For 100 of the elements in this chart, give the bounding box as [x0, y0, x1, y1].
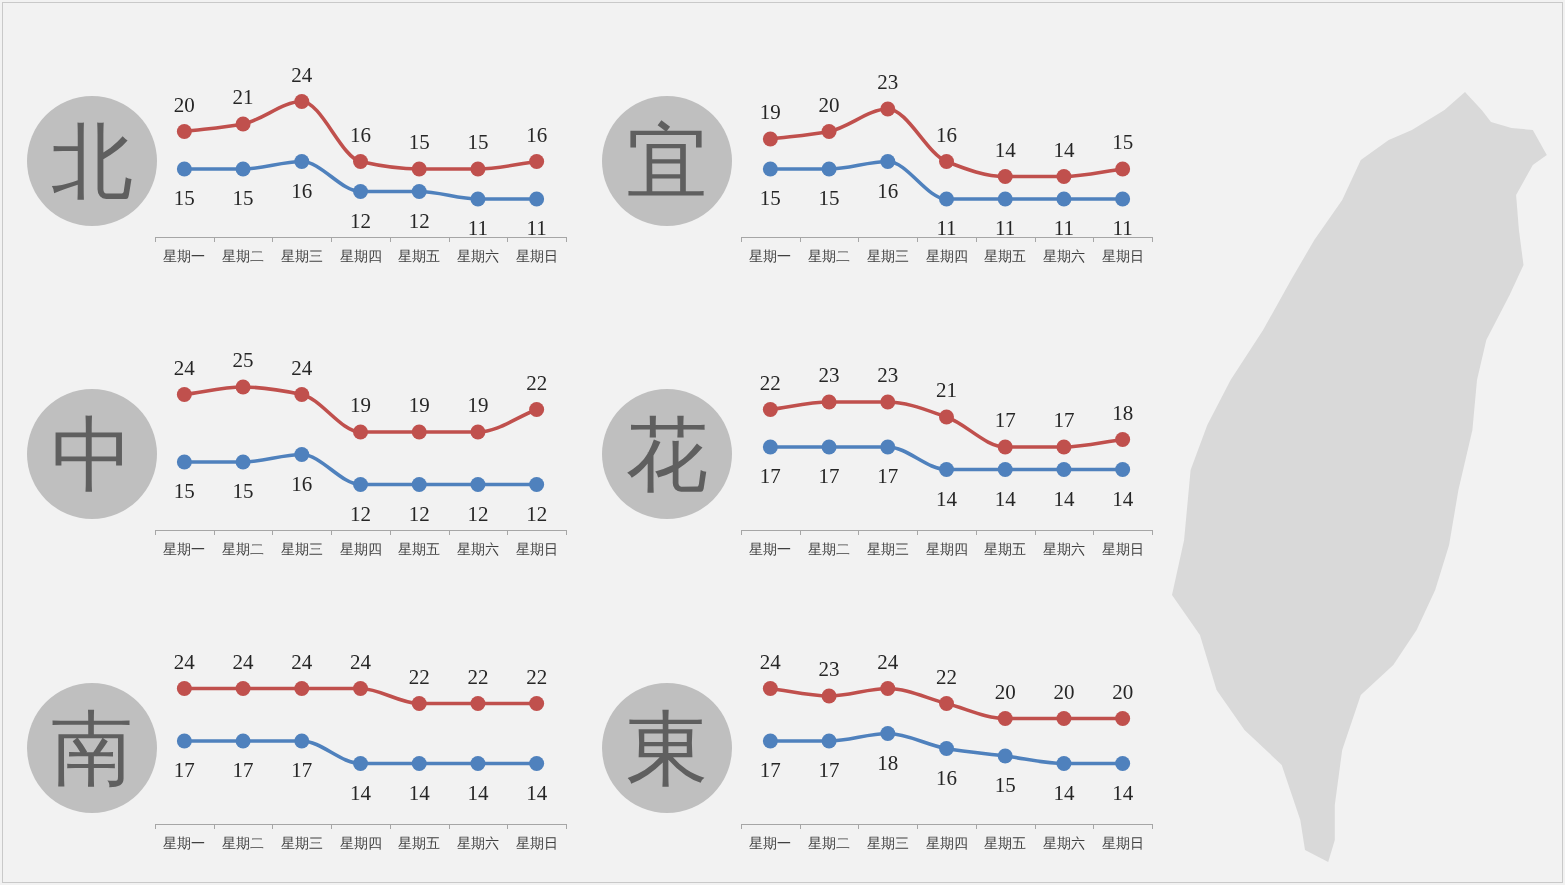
point: [411, 756, 427, 771]
data-label: 17: [173, 758, 195, 782]
point: [470, 477, 486, 492]
data-label: 18: [877, 750, 899, 775]
x-tick-label: 星期二: [808, 836, 851, 851]
data-label: 14: [936, 486, 958, 511]
x-tick-label: 星期五: [984, 249, 1027, 264]
data-label: 23: [818, 363, 840, 387]
chart-title: 東: [626, 703, 708, 794]
x-tick-label: 星期六: [456, 542, 499, 557]
data-label: 12: [408, 501, 430, 526]
data-label: 21: [232, 85, 254, 109]
point: [294, 387, 310, 402]
x-tick-label: 星期四: [925, 249, 968, 264]
x-tick-label: 星期日: [1101, 542, 1144, 557]
chart-title: 宜: [626, 116, 708, 207]
data-label: 24: [173, 355, 196, 380]
x-tick-label: 星期日: [1101, 836, 1144, 851]
data-label: 22: [759, 370, 781, 395]
point: [997, 462, 1013, 477]
point: [880, 681, 896, 696]
data-label: 16: [291, 471, 313, 496]
data-label: 12: [526, 501, 548, 526]
x-tick-label: 星期六: [456, 836, 499, 851]
point: [235, 116, 251, 132]
data-label: 16: [526, 122, 548, 147]
point: [176, 454, 192, 470]
point: [529, 756, 545, 771]
data-label: 14: [1053, 137, 1075, 162]
x-tick-label: 星期四: [925, 542, 968, 557]
data-label: 24: [759, 649, 782, 674]
data-label: 23: [818, 657, 840, 681]
point: [880, 154, 896, 169]
point: [176, 387, 192, 402]
x-tick-label: 星期二: [222, 836, 265, 851]
data-label: 24: [291, 355, 313, 380]
point: [939, 409, 954, 425]
data-label: 14: [526, 780, 548, 805]
point: [997, 169, 1013, 184]
point: [176, 124, 192, 139]
data-label: 14: [1112, 486, 1134, 511]
point: [939, 462, 954, 477]
point: [1056, 462, 1072, 477]
point: [880, 101, 896, 117]
point: [1115, 191, 1131, 207]
data-label: 17: [994, 408, 1016, 432]
data-label: 11: [936, 216, 957, 240]
point: [470, 161, 486, 177]
data-label: 23: [877, 363, 899, 387]
data-label: 11: [1112, 216, 1133, 240]
point: [529, 154, 545, 169]
data-label: 14: [994, 486, 1017, 511]
point: [235, 161, 251, 177]
data-label: 17: [877, 464, 899, 488]
data-label: 19: [408, 393, 430, 417]
point: [470, 191, 486, 207]
data-label: 15: [408, 130, 430, 154]
data-label: 17: [291, 758, 313, 782]
data-label: 20: [818, 92, 840, 117]
x-tick-label: 星期二: [808, 542, 851, 557]
point: [411, 161, 427, 177]
data-label: 15: [173, 479, 195, 503]
point: [762, 402, 778, 417]
data-label: 12: [467, 501, 489, 526]
data-label: 16: [936, 765, 957, 790]
point: [762, 161, 778, 177]
x-tick-label: 星期日: [515, 836, 558, 851]
point: [235, 733, 251, 749]
data-label: 14: [1053, 780, 1075, 805]
data-label: 17: [759, 758, 781, 782]
chart-title: 中: [51, 409, 133, 500]
point: [939, 741, 954, 756]
point: [821, 733, 837, 749]
point: [1115, 711, 1131, 726]
x-tick-label: 星期五: [984, 836, 1027, 851]
data-label: 17: [818, 464, 840, 488]
point: [470, 756, 486, 771]
x-tick-label: 星期三: [280, 542, 323, 557]
point: [294, 447, 310, 462]
point: [294, 733, 310, 749]
point: [1115, 432, 1131, 447]
x-tick-label: 星期三: [866, 542, 909, 557]
x-tick-label: 星期四: [339, 542, 382, 557]
data-label: 17: [1053, 408, 1075, 432]
point: [353, 756, 368, 771]
data-label: 14: [350, 780, 372, 805]
x-tick-label: 星期一: [163, 542, 206, 557]
data-label: 22: [526, 370, 548, 395]
point: [1056, 711, 1072, 726]
point: [821, 124, 837, 139]
point: [529, 191, 545, 207]
data-label: 15: [232, 186, 254, 210]
x-tick-label: 星期三: [866, 836, 909, 851]
x-tick-label: 星期三: [280, 836, 323, 851]
data-label: 18: [1112, 400, 1134, 425]
data-label: 17: [759, 464, 781, 488]
x-tick-label: 星期一: [749, 542, 792, 557]
point: [353, 154, 368, 169]
point: [762, 733, 778, 749]
data-label: 15: [1112, 130, 1134, 154]
